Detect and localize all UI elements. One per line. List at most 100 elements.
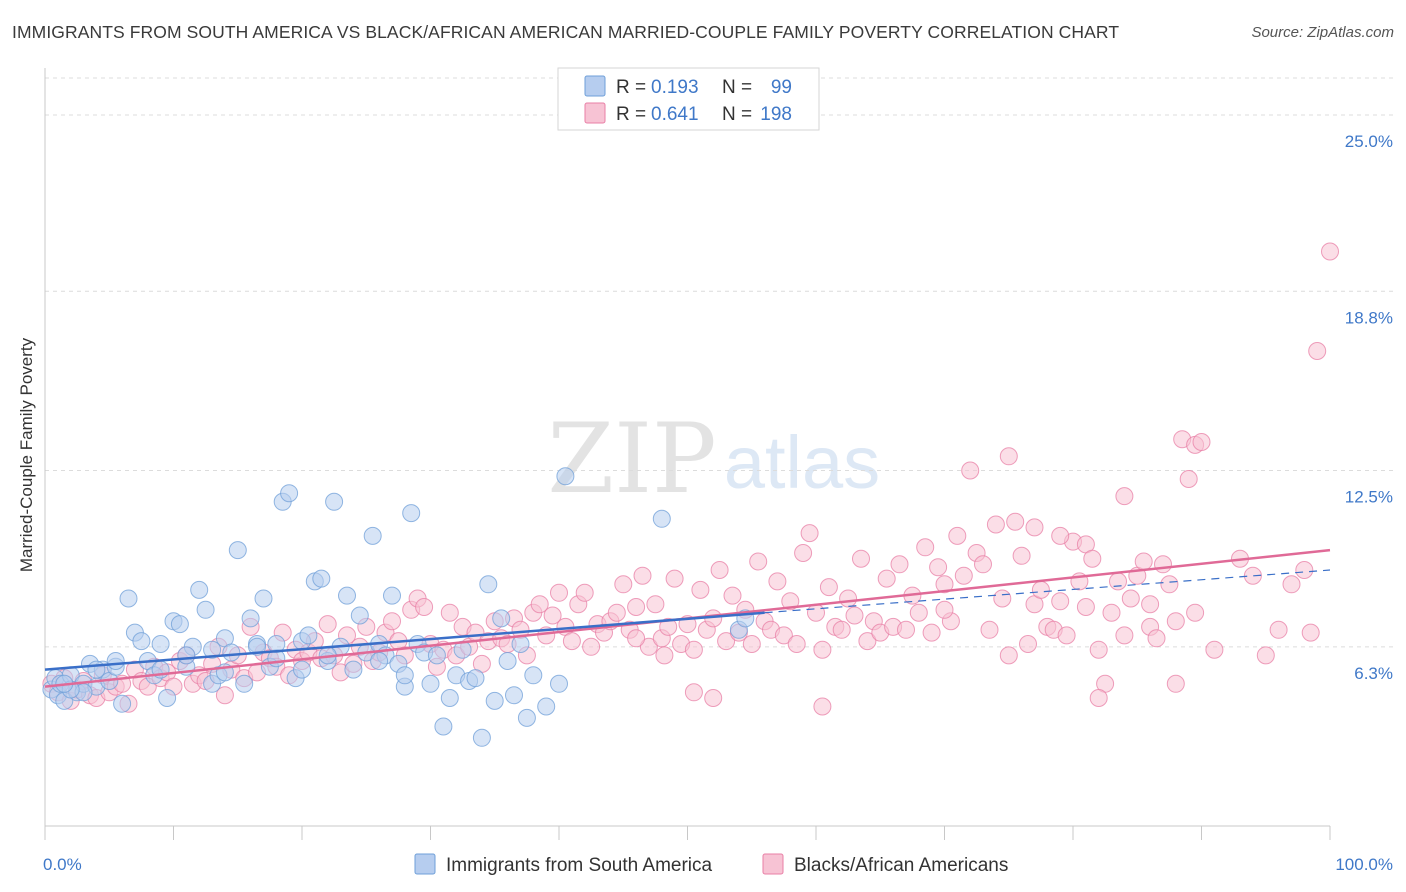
point-black-african-american: [710, 561, 729, 579]
point-black-african-american: [1186, 603, 1205, 622]
point-immigrants: [190, 580, 209, 599]
point-black-african-american: [1076, 598, 1095, 616]
point-immigrants: [338, 586, 356, 605]
legend-r-label: R =: [616, 104, 646, 125]
point-black-african-american: [655, 646, 674, 665]
point-black-african-american: [717, 632, 736, 651]
series-legend-swatch: [414, 853, 436, 875]
trendline-immigrants-extension: [764, 569, 1331, 614]
point-immigrants: [524, 666, 543, 685]
point-black-african-american: [813, 640, 832, 659]
point-black-african-american: [922, 623, 941, 642]
point-black-african-american: [1115, 487, 1134, 506]
point-black-african-american: [1012, 546, 1031, 565]
legend-r-value: 0.641: [651, 104, 699, 125]
point-black-african-american: [1031, 580, 1050, 599]
point-immigrants: [537, 697, 556, 716]
legend-n-label: N =: [722, 77, 752, 98]
point-immigrants: [228, 541, 247, 560]
point-immigrants: [158, 689, 177, 707]
point-immigrants: [280, 484, 299, 503]
point-immigrants: [132, 632, 151, 651]
point-black-african-american: [1006, 512, 1025, 531]
point-black-african-american: [607, 603, 626, 622]
point-black-african-american: [1025, 518, 1044, 537]
point-immigrants: [421, 674, 440, 693]
point-black-african-american: [1160, 575, 1179, 594]
point-black-african-american: [1295, 561, 1314, 579]
point-black-african-american: [819, 578, 838, 597]
point-immigrants: [485, 691, 504, 710]
source-note: Source: ZipAtlas.com: [1251, 24, 1394, 41]
point-black-african-american: [909, 603, 928, 622]
point-black-african-american: [935, 600, 954, 619]
point-immigrants: [222, 643, 241, 662]
point-immigrants: [196, 600, 215, 619]
point-immigrants: [87, 660, 106, 679]
y-axis-label: Married-Couple Family Poverty: [17, 337, 36, 573]
trendline-immigrants: [44, 611, 765, 671]
point-black-african-american: [1166, 674, 1185, 693]
point-black-african-american: [794, 544, 813, 562]
point-immigrants: [517, 708, 536, 727]
point-immigrants: [106, 652, 125, 670]
point-immigrants: [440, 689, 459, 707]
watermark-atlas: atlas: [724, 421, 880, 504]
legend-n-label: N =: [722, 104, 752, 125]
point-black-african-american: [684, 640, 703, 659]
point-immigrants: [472, 728, 491, 747]
point-black-african-american: [813, 697, 832, 716]
point-black-african-american: [639, 637, 658, 656]
point-black-african-american: [1057, 626, 1076, 645]
point-black-african-american: [787, 635, 806, 653]
point-black-african-american: [1109, 572, 1127, 591]
legend-swatch: [584, 75, 606, 97]
point-black-african-american: [318, 615, 337, 634]
point-black-african-american: [1115, 626, 1134, 645]
point-black-african-american: [627, 598, 646, 616]
point-black-african-american: [215, 686, 234, 705]
point-black-african-american: [742, 635, 761, 653]
point-black-african-american: [1154, 555, 1172, 574]
stats-legend: R = 0.193 N = 99 R = 0.641 N = 198: [557, 67, 820, 131]
point-black-african-american: [550, 583, 568, 602]
point-black-african-american: [800, 524, 819, 543]
y-tick-label: 6.3%: [1354, 664, 1393, 683]
point-immigrants: [466, 669, 485, 688]
point-immigrants: [325, 492, 344, 511]
series-legend: Immigrants from South America Blacks/Afri…: [414, 853, 1008, 876]
point-black-african-american: [383, 612, 401, 631]
legend-n-value: 198: [760, 104, 792, 125]
point-black-african-american: [948, 526, 967, 545]
point-black-african-american: [1282, 575, 1301, 594]
point-black-african-american: [961, 461, 980, 480]
point-black-african-american: [1083, 549, 1102, 568]
point-immigrants: [498, 652, 517, 670]
point-immigrants: [505, 686, 523, 705]
point-black-african-american: [852, 549, 870, 568]
point-black-african-american: [614, 575, 633, 594]
point-black-african-american: [845, 606, 864, 625]
point-black-african-american: [974, 555, 992, 574]
point-black-african-american: [774, 626, 793, 645]
point-black-african-american: [440, 603, 459, 622]
point-immigrants: [479, 575, 498, 594]
point-black-african-american: [543, 606, 562, 625]
y-tick-label: 18.8%: [1345, 308, 1393, 327]
x-tick-label-min: 0.0%: [43, 855, 82, 874]
legend-swatch: [584, 102, 606, 124]
point-black-african-american: [1089, 640, 1108, 659]
point-black-african-american: [1179, 470, 1198, 488]
point-black-african-american: [665, 569, 684, 588]
point-immigrants: [402, 504, 421, 523]
point-black-african-american: [684, 683, 703, 702]
legend-r-value: 0.193: [651, 77, 699, 98]
point-black-african-american: [1134, 552, 1153, 571]
point-immigrants: [550, 674, 568, 693]
point-immigrants: [492, 609, 511, 628]
series-legend-label: Immigrants from South America: [446, 855, 713, 876]
point-black-african-american: [980, 620, 999, 639]
point-black-african-american: [954, 566, 973, 585]
point-black-african-american: [749, 552, 768, 571]
